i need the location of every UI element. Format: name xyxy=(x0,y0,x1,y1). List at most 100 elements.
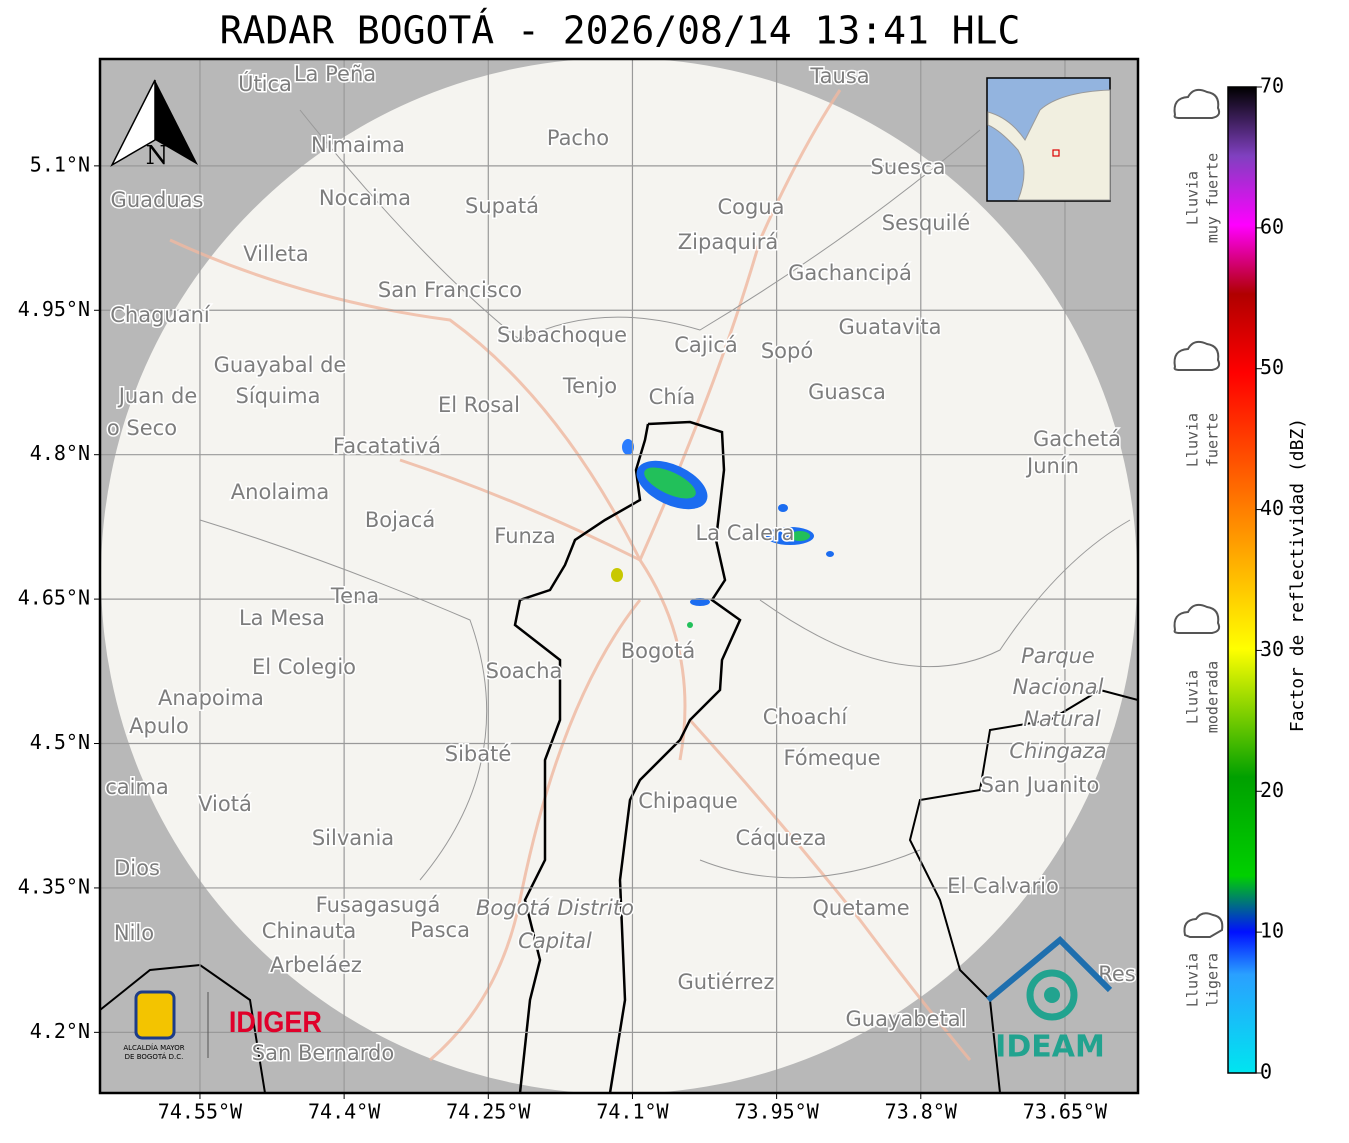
place-label: Supatá xyxy=(465,194,539,218)
place-label: Chinauta xyxy=(262,919,356,943)
place-label: Guasca xyxy=(808,380,886,404)
place-label: Tena xyxy=(330,584,379,608)
place-label: Tenjo xyxy=(562,374,617,398)
x-tick-label: 74.55°W xyxy=(158,1100,243,1124)
place-label: Nacional xyxy=(1013,675,1104,699)
place-label: Choachí xyxy=(763,705,849,729)
legend-label: ligera xyxy=(1204,953,1222,1007)
colorbar xyxy=(1227,86,1257,1074)
legend-label: Lluvia xyxy=(1184,171,1202,225)
legend-label: Lluvia xyxy=(1184,953,1202,1007)
place-label: Guayabal de xyxy=(214,353,347,377)
place-label: Fómeque xyxy=(783,746,880,770)
x-tick-label: 73.8°W xyxy=(885,1100,958,1124)
place-label: Gachancipá xyxy=(788,261,912,285)
place-label: Apulo xyxy=(129,714,189,738)
colorbar-tick-label: 0 xyxy=(1260,1060,1272,1084)
place-label: Chipaque xyxy=(638,789,738,813)
y-tick-label: 4.8°N xyxy=(30,441,90,465)
y-tick-label: 4.65°N xyxy=(18,586,90,610)
place-label: Útica xyxy=(238,71,292,96)
place-label: El Rosal xyxy=(438,393,520,417)
place-label: Nocaima xyxy=(319,186,411,210)
place-label: San Francisco xyxy=(378,278,522,302)
place-label: Sibaté xyxy=(445,742,512,766)
place-label: Nimaima xyxy=(311,133,405,157)
place-label: Chingaza xyxy=(1009,739,1106,763)
colorbar-tick-label: 30 xyxy=(1260,637,1284,661)
place-label: Funza xyxy=(494,524,555,548)
place-label: Gutiérrez xyxy=(678,970,775,994)
municipal-borders xyxy=(199,109,1131,881)
place-label: Bogotá Distrito xyxy=(476,896,634,920)
place-label: Bojacá xyxy=(365,508,435,532)
legend-label: fuerte xyxy=(1204,413,1222,467)
place-label: Guaduas xyxy=(111,188,204,212)
place-label: Anolaima xyxy=(231,480,329,504)
place-label: Cogua xyxy=(717,195,784,219)
place-label: Chía xyxy=(649,385,696,409)
place-label: El Colegio xyxy=(252,655,356,679)
colorbar-tick-label: 60 xyxy=(1260,214,1284,238)
place-label: Natural xyxy=(1023,707,1101,731)
legend-label: moderada xyxy=(1204,661,1222,733)
place-labels: Útica La Peña Tausa Pacho Nimaima Guaduas Noca… xyxy=(104,61,1138,1067)
x-tick-label: 74.25°W xyxy=(446,1100,531,1124)
alcaldia-text: ALCALDÍA MAYOR xyxy=(123,1043,184,1052)
alcaldia-logo: ALCALDÍA MAYOR DE BOGOTÁ D.C. IDIGER xyxy=(123,990,322,1061)
ideam-logo: IDEAM xyxy=(986,935,1113,1065)
place-label: Viotá xyxy=(198,792,252,816)
colorbar-tick-label: 20 xyxy=(1260,778,1284,802)
idiger-logo: IDIGER xyxy=(229,1006,322,1040)
x-tick-label: 73.65°W xyxy=(1023,1100,1108,1124)
inset-map xyxy=(986,77,1111,202)
place-label: Zipaquirá xyxy=(678,230,778,254)
place-label: Arbeláez xyxy=(270,953,362,977)
place-label: Guatavita xyxy=(839,315,942,339)
place-label: Junín xyxy=(1025,454,1079,478)
colorbar-tick-label: 70 xyxy=(1260,74,1284,98)
place-label: La Peña xyxy=(294,62,376,86)
place-label: Quetame xyxy=(812,896,909,920)
place-label: San Bernardo xyxy=(252,1041,394,1065)
roads xyxy=(169,89,972,1062)
north-label: N xyxy=(146,141,169,171)
y-tick-label: 4.95°N xyxy=(18,297,90,321)
place-label: Pacho xyxy=(547,126,609,150)
map-frame xyxy=(98,57,1140,1095)
colorbar-label: Factor de reflectividad (dBZ) xyxy=(1287,418,1308,732)
place-label: Gachetá xyxy=(1033,427,1121,451)
place-label: caima xyxy=(105,775,169,799)
place-label: Subachoque xyxy=(497,323,627,347)
place-label: Anapoima xyxy=(158,686,264,710)
place-label: Síquima xyxy=(236,384,321,408)
place-label: Fusagasugá xyxy=(316,893,441,917)
colorbar-tick-label: 40 xyxy=(1260,496,1284,520)
place-label: Dios xyxy=(114,856,160,880)
place-label: Suesca xyxy=(871,155,946,179)
place-label: Villeta xyxy=(243,242,308,266)
place-label: El Calvario xyxy=(947,874,1059,898)
place-label: o Seco xyxy=(107,416,177,440)
place-label: La Mesa xyxy=(239,606,325,630)
place-label: La Calera xyxy=(695,521,794,545)
place-label: Juan de xyxy=(117,384,198,408)
place-label: San Juanito xyxy=(981,773,1100,797)
place-label: Parque xyxy=(1021,644,1095,668)
title: RADAR BOGOTÁ - 2026/08/14 13:41 HLC xyxy=(220,9,1021,53)
place-label: Capital xyxy=(518,929,592,953)
x-tick-label: 74.1°W xyxy=(596,1100,669,1124)
bogota-boundary xyxy=(513,420,742,1093)
place-label: Guayabetal xyxy=(846,1007,967,1031)
place-label: Silvania xyxy=(312,826,394,850)
place-label: Tausa xyxy=(809,64,869,88)
north-arrow: N xyxy=(110,79,198,171)
y-tick-label: 4.5°N xyxy=(30,730,90,754)
y-tick-label: 4.2°N xyxy=(30,1019,90,1043)
place-label: Pasca xyxy=(410,918,470,942)
y-tick-label: 5.1°N xyxy=(30,152,90,176)
place-label: Nilo xyxy=(114,921,154,945)
colorbar-tick-label: 50 xyxy=(1260,355,1284,379)
